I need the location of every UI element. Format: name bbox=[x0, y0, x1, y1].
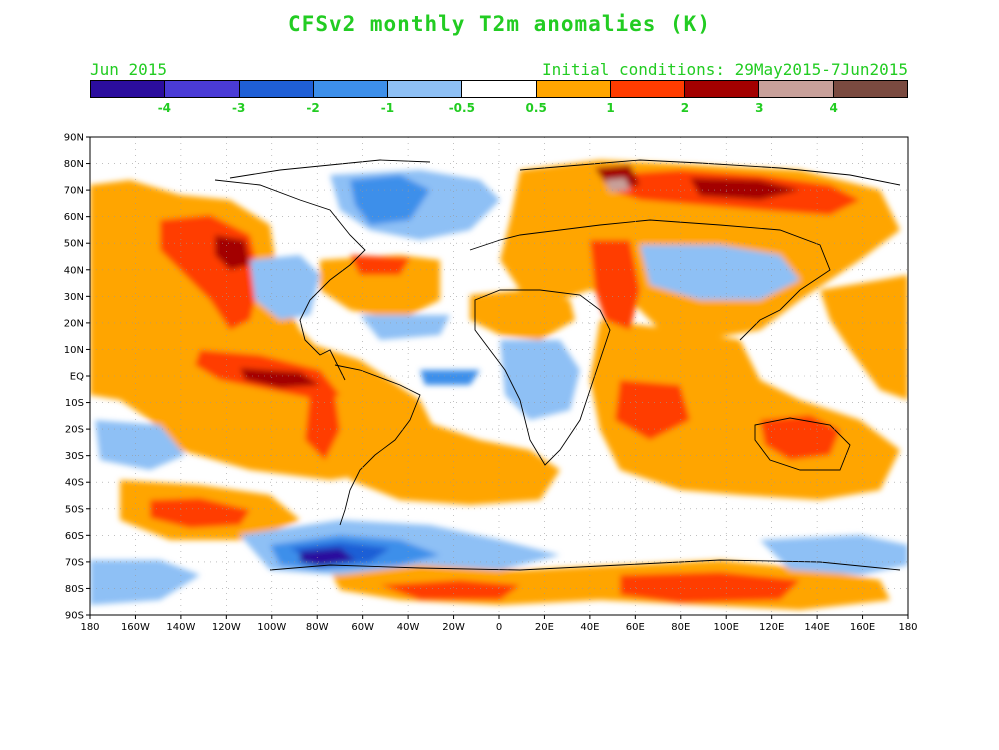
longitude-label: 60E bbox=[626, 622, 645, 633]
latitude-label: 20N bbox=[64, 318, 84, 329]
legend-label: -4 bbox=[157, 101, 172, 115]
cool-anomaly-south-indian bbox=[760, 535, 908, 575]
latitude-label: 50N bbox=[64, 239, 84, 250]
cool-anomaly-tropical-atlantic bbox=[360, 315, 450, 340]
legend-label: -3 bbox=[232, 101, 246, 115]
coastlines bbox=[214, 159, 901, 571]
strong-warm-southern-ocean bbox=[380, 580, 520, 600]
cool-anomaly-central-asia bbox=[640, 245, 800, 300]
latitude-label: 40S bbox=[65, 478, 84, 489]
initial-conditions-label: Initial conditions: 29May2015-7Jun2015 bbox=[541, 60, 908, 79]
strong-warm-south-pacific bbox=[150, 498, 250, 528]
longitude-label: 80W bbox=[306, 622, 329, 633]
legend-label: 2 bbox=[680, 101, 690, 115]
latitude-label: 10S bbox=[65, 398, 84, 409]
legend-label: 3 bbox=[755, 101, 764, 115]
longitude-label: 40W bbox=[397, 622, 420, 633]
latitude-label: 40N bbox=[64, 265, 84, 276]
latitude-label: 70N bbox=[64, 186, 84, 197]
strong-warm-antarctic-east bbox=[620, 572, 800, 603]
legend-swatch bbox=[313, 81, 389, 97]
legend-swatch bbox=[91, 81, 166, 97]
forecast-month-label: Jun 2015 bbox=[90, 60, 168, 79]
warm-anomaly-west-africa bbox=[470, 290, 575, 340]
legend-label: 1 bbox=[606, 101, 615, 115]
latitude-label: 20S bbox=[65, 425, 84, 436]
latitude-label: 80N bbox=[64, 159, 84, 170]
legend-swatch bbox=[685, 81, 760, 97]
legend-label: -2 bbox=[306, 101, 320, 115]
legend-swatch bbox=[239, 81, 314, 97]
latitude-label: 90N bbox=[64, 133, 84, 144]
cool-anomaly-north-america bbox=[250, 255, 320, 320]
legend-label: -0.5 bbox=[448, 101, 475, 115]
warm-anomaly-east-pacific bbox=[820, 275, 908, 400]
longitude-label: 100W bbox=[257, 622, 286, 633]
strong-warm-north-atlantic bbox=[350, 255, 410, 275]
color-legend-labels: -4 -3 -2 -1 -0.5 0.5 1 2 3 4 bbox=[90, 101, 908, 117]
extreme-warm-equatorial-pacific bbox=[240, 368, 320, 388]
strong-warm-australia bbox=[760, 415, 840, 460]
latitude-label: 70S bbox=[65, 557, 84, 568]
latitude-label: 30N bbox=[64, 292, 84, 303]
latitude-label: 90S bbox=[65, 611, 84, 622]
latitude-label: 60N bbox=[64, 212, 84, 223]
latitude-label: 80S bbox=[65, 584, 84, 595]
longitude-label: 60W bbox=[351, 622, 374, 633]
legend-swatch bbox=[388, 81, 463, 97]
cool-anomaly-south-pacific-far bbox=[90, 560, 200, 605]
legend-swatch bbox=[165, 81, 240, 97]
moderate-cool-tropical-atlantic bbox=[420, 370, 480, 385]
legend-swatch bbox=[536, 81, 611, 97]
legend-label: -1 bbox=[380, 101, 395, 115]
legend-swatch bbox=[462, 81, 537, 97]
latitude-label: 50S bbox=[65, 504, 84, 515]
longitude-label: 160W bbox=[121, 622, 150, 633]
longitude-label: 20E bbox=[535, 622, 554, 633]
latitude-labels: 90N 80N 70N 60N 50N 40N 30N 20N 10N EQ 10S 20S 30S 40… bbox=[64, 133, 90, 622]
longitude-label: 140W bbox=[166, 622, 195, 633]
latitude-label: 60S bbox=[65, 531, 84, 542]
latitude-label: 30S bbox=[65, 451, 84, 462]
legend-label: 4 bbox=[829, 101, 838, 115]
longitude-label: 120W bbox=[212, 622, 241, 633]
legend-swatch bbox=[610, 81, 686, 97]
warm-anomaly-south-atlantic bbox=[340, 420, 560, 505]
latitude-label: EQ bbox=[70, 372, 84, 383]
longitude-label: 40E bbox=[580, 622, 599, 633]
strong-warm-coastal-peru bbox=[305, 390, 340, 460]
color-legend-bar bbox=[90, 80, 908, 98]
legend-label: 0.5 bbox=[525, 101, 547, 115]
longitude-label: 80E bbox=[671, 622, 690, 633]
strong-warm-middle-east bbox=[590, 240, 640, 330]
map-gridlines bbox=[90, 137, 908, 615]
legend-swatch bbox=[759, 81, 834, 97]
legend-swatch bbox=[833, 81, 907, 97]
latitude-label: 10N bbox=[64, 345, 84, 356]
longitude-labels: 180 160W 140W 120W 100W 80W 60W 40W 20W 0 20E 40E 60… bbox=[80, 615, 918, 633]
longitude-label: 180 bbox=[80, 622, 99, 633]
extreme-peak-arctic bbox=[605, 178, 630, 192]
moderate-cool-north-america bbox=[350, 175, 430, 225]
longitude-label: 100E bbox=[714, 622, 739, 633]
longitude-label: 160E bbox=[850, 622, 875, 633]
extreme-warm-arctic bbox=[595, 165, 640, 190]
cool-anomaly-south-pacific bbox=[95, 420, 185, 470]
map-title: CFSv2 monthly T2m anomalies (K) bbox=[288, 12, 711, 36]
longitude-label: 140E bbox=[804, 622, 829, 633]
extreme-warm-western-north-america bbox=[215, 235, 250, 270]
longitude-label: 180 bbox=[898, 622, 917, 633]
strong-warm-indian-ocean bbox=[615, 380, 690, 440]
longitude-label: 120E bbox=[759, 622, 784, 633]
longitude-label: 0 bbox=[496, 622, 502, 633]
extreme-warm-siberia bbox=[690, 178, 800, 200]
extreme-cool-antarctic bbox=[300, 548, 355, 566]
longitude-label: 20W bbox=[442, 622, 465, 633]
warm-anomaly-north-atlantic bbox=[320, 255, 440, 320]
